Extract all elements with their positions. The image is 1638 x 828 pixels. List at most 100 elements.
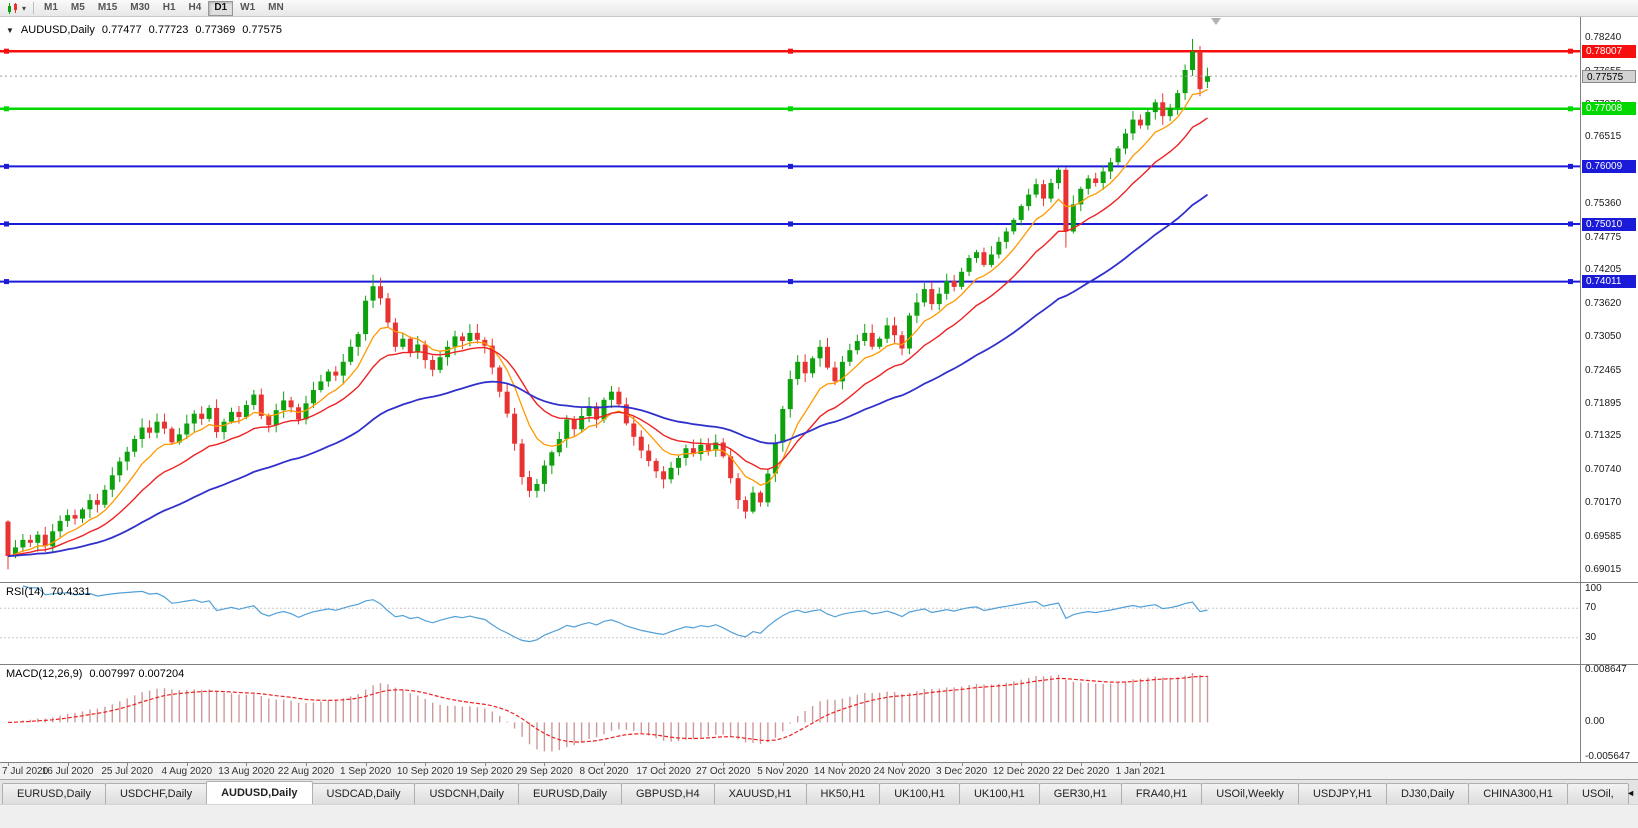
macd-label: MACD(12,26,9) 0.007997 0.007204 bbox=[6, 668, 184, 680]
date-label: 29 Sep 2020 bbox=[516, 766, 573, 777]
price-axis-tick: 0.73050 bbox=[1585, 331, 1622, 342]
timeframe-button-w1[interactable]: W1 bbox=[234, 1, 261, 16]
candlestick-chart[interactable] bbox=[0, 17, 1580, 582]
chart-tabs-bar: EURUSD,Daily USDCHF,Daily AUDUSD,Daily USDC… bbox=[0, 779, 1638, 804]
chart-tab-usdjpy-h1[interactable]: USDJPY,H1 bbox=[1297, 783, 1388, 804]
chart-tab-fra40-h1[interactable]: FRA40,H1 bbox=[1120, 783, 1203, 804]
date-tick bbox=[544, 763, 546, 766]
timeframe-button-h1[interactable]: H1 bbox=[157, 1, 182, 16]
candlestick-chart-icon bbox=[8, 2, 17, 14]
chart-tab-eurusd-daily[interactable]: EURUSD,Daily bbox=[2, 783, 106, 804]
date-label: 12 Dec 2020 bbox=[992, 766, 1050, 777]
date-label: 10 Sep 2020 bbox=[396, 766, 454, 777]
chart-tab-usoil-weekly[interactable]: USOil,Weekly bbox=[1201, 783, 1299, 804]
price-chart-panel[interactable]: ▼ AUDUSD,Daily 0.77477 0.77723 0.77369 0… bbox=[0, 17, 1638, 582]
ohlc-close-value: 0.77575 bbox=[242, 24, 282, 36]
ohlc-open-value: 0.77477 bbox=[101, 24, 142, 36]
price-level-badge: 0.76009 bbox=[1582, 159, 1636, 173]
macd-axis-label: 0.00 bbox=[1585, 716, 1605, 728]
macd-axis-label: 0.008647 bbox=[1585, 664, 1627, 675]
chart-tab-uk100-h1[interactable]: UK100,H1 bbox=[879, 783, 960, 804]
price-axis-tick: 0.71325 bbox=[1585, 430, 1622, 442]
price-axis-tick: 0.75360 bbox=[1585, 197, 1622, 209]
date-label: 22 Dec 2020 bbox=[1052, 766, 1110, 777]
date-tick bbox=[1140, 763, 1142, 766]
price-axis-tick: 0.69015 bbox=[1585, 563, 1622, 575]
date-tick bbox=[186, 763, 188, 766]
timeframe-button-mn[interactable]: MN bbox=[262, 1, 290, 16]
price-axis-tick: 0.76515 bbox=[1585, 131, 1622, 143]
chart-tab-ger30-h1[interactable]: GER30,H1 bbox=[1038, 783, 1122, 804]
price-level-badge: 0.77008 bbox=[1582, 102, 1636, 116]
date-label: 4 Aug 2020 bbox=[161, 766, 213, 777]
chart-tab-usdcad-daily[interactable]: USDCAD,Daily bbox=[311, 783, 416, 804]
price-axis-tick: 0.74775 bbox=[1585, 231, 1622, 243]
price-axis-tick: 0.69585 bbox=[1585, 530, 1622, 542]
toolbar-separator bbox=[33, 2, 35, 14]
price-axis[interactable]: 0.782400.776550.770700.765150.759300.753… bbox=[1580, 17, 1638, 762]
date-tick bbox=[1080, 763, 1082, 766]
date-label: 24 Nov 2020 bbox=[873, 766, 931, 777]
price-axis-tick: 0.73620 bbox=[1585, 298, 1622, 310]
timeframe-button-m1[interactable]: M1 bbox=[38, 1, 64, 16]
timeframe-button-h4[interactable]: H4 bbox=[183, 1, 208, 16]
date-tick bbox=[842, 763, 844, 766]
date-label: 25 Jul 2020 bbox=[101, 766, 154, 777]
price-axis-tick: 0.70170 bbox=[1585, 497, 1622, 508]
date-label: 27 Oct 2020 bbox=[695, 766, 751, 777]
price-axis-tick: 0.70740 bbox=[1585, 464, 1622, 476]
chart-tab-gbpusd-h4[interactable]: GBPUSD,H4 bbox=[621, 783, 715, 804]
chart-shift-marker-icon[interactable] bbox=[1211, 18, 1221, 25]
date-tick bbox=[1021, 763, 1023, 766]
chart-tab-eurusd-daily[interactable]: EURUSD,Daily bbox=[518, 783, 622, 804]
macd-plot[interactable] bbox=[0, 665, 1580, 761]
price-axis-tick: 0.72465 bbox=[1585, 364, 1622, 376]
chart-tab-usoil-[interactable]: USOil, bbox=[1566, 783, 1629, 804]
date-label: 16 Jul 2020 bbox=[41, 766, 94, 777]
rsi-axis-label: 100 bbox=[1585, 583, 1602, 594]
timeframe-button-m30[interactable]: M30 bbox=[124, 1, 155, 16]
date-tick bbox=[365, 763, 367, 766]
price-level-badge: 0.78007 bbox=[1582, 44, 1636, 58]
macd-axis-label: -0.005647 bbox=[1585, 751, 1631, 762]
date-tick bbox=[663, 763, 665, 766]
rsi-label: RSI(14) 70.4331 bbox=[6, 586, 91, 598]
timeframe-button-m15[interactable]: M15 bbox=[92, 1, 123, 16]
chart-tab-uk100-h1[interactable]: UK100,H1 bbox=[958, 783, 1040, 804]
chart-tab-xauusd-h1[interactable]: XAUUSD,H1 bbox=[713, 783, 807, 804]
date-label: 22 Aug 2020 bbox=[277, 766, 335, 777]
rsi-panel[interactable]: RSI(14) 70.4331 bbox=[0, 582, 1638, 664]
date-tick bbox=[604, 763, 605, 766]
date-label: 1 Sep 2020 bbox=[340, 766, 392, 777]
one-click-trading-icon[interactable]: ▼ bbox=[6, 25, 14, 35]
date-label: 1 Jan 2021 bbox=[1115, 766, 1166, 777]
macd-panel[interactable]: MACD(12,26,9) 0.007997 0.007204 bbox=[0, 664, 1638, 762]
chevron-down-icon: ▾ bbox=[22, 3, 27, 13]
timeframe-button-d1[interactable]: D1 bbox=[208, 0, 234, 16]
chart-tab-usdchf-daily[interactable]: USDCHF,Daily bbox=[104, 783, 208, 804]
date-tick bbox=[8, 763, 9, 766]
date-label: 17 Oct 2020 bbox=[636, 766, 691, 777]
date-label: 13 Aug 2020 bbox=[218, 766, 275, 777]
date-label: 3 Dec 2020 bbox=[936, 766, 988, 777]
macd-values: 0.007997 0.007204 bbox=[89, 668, 185, 680]
timeframe-buttons: M1 M5 M15 M30 H1 H4 D1 W1 MN bbox=[38, 0, 290, 16]
rsi-plot[interactable] bbox=[0, 583, 1580, 663]
date-label: 19 Sep 2020 bbox=[456, 766, 514, 777]
ohlc-high-value: 0.77723 bbox=[148, 24, 189, 36]
timeframe-button-m5[interactable]: M5 bbox=[65, 1, 91, 16]
date-axis[interactable]: 7 Jul 2020 16 Jul 2020 25 Jul 2020 4 Aug 20… bbox=[0, 762, 1638, 779]
date-tick bbox=[782, 763, 784, 766]
date-tick bbox=[127, 763, 129, 766]
date-tick bbox=[306, 763, 307, 766]
chart-ohlc-readout: ▼ AUDUSD,Daily 0.77477 0.77723 0.77369 0… bbox=[6, 24, 282, 36]
date-tick bbox=[425, 763, 427, 766]
chart-tab-audusd-daily[interactable]: AUDUSD,Daily bbox=[206, 781, 313, 804]
chart-tab-dj30-daily[interactable]: DJ30,Daily bbox=[1386, 783, 1470, 804]
tab-scroll-left-icon[interactable]: ◄ bbox=[1626, 788, 1635, 798]
date-tick bbox=[902, 763, 903, 766]
chart-tab-hk50-h1[interactable]: HK50,H1 bbox=[805, 783, 881, 804]
chart-type-button[interactable]: ▾ bbox=[3, 1, 29, 16]
chart-tab-china300-h1[interactable]: CHINA300,H1 bbox=[1468, 783, 1568, 804]
chart-tab-usdcnh-daily[interactable]: USDCNH,Daily bbox=[414, 783, 520, 804]
